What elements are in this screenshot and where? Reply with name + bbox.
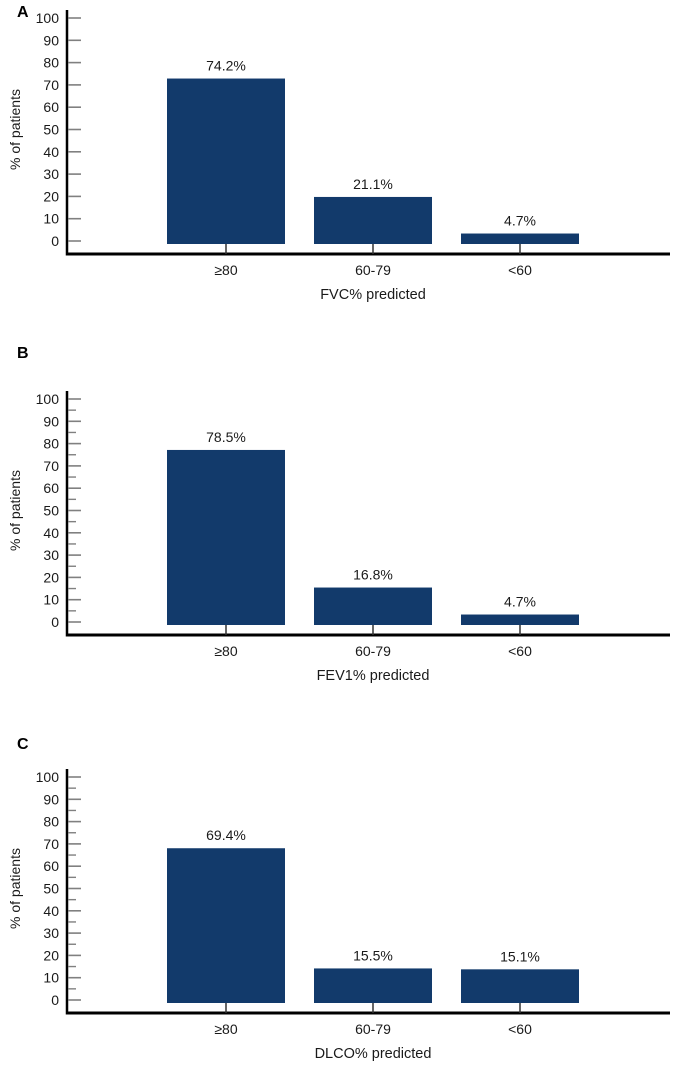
- y-tick-label: 30: [43, 547, 59, 563]
- y-axis-title: % of patients: [7, 89, 23, 170]
- bar-value-label: 15.5%: [353, 947, 393, 963]
- bar-value-label: 78.5%: [206, 429, 246, 445]
- bar-value-label: 69.4%: [206, 827, 246, 843]
- y-tick-label: 10: [43, 592, 59, 608]
- bar: [314, 196, 432, 244]
- y-tick-label: 90: [43, 791, 59, 807]
- y-tick-label: 20: [43, 947, 59, 963]
- chart-fev1: 0 10 20 30 40 50 60 70 80 90 100 78.5% ≥80 16.8% 60-79…: [7, 391, 670, 684]
- bar-value-label: 21.1%: [353, 176, 393, 192]
- category-label: <60: [508, 262, 532, 278]
- y-tick-label: 50: [43, 503, 59, 519]
- bar: [461, 233, 579, 244]
- y-tick-label: 10: [43, 211, 59, 227]
- y-tick-label: 100: [36, 391, 60, 407]
- x-axis-title: DLCO% predicted: [315, 1046, 432, 1062]
- y-tick-label: 20: [43, 569, 59, 585]
- category-label: 60-79: [355, 1021, 391, 1037]
- y-tick-label: 60: [43, 858, 59, 874]
- bar-value-label: 4.7%: [504, 213, 536, 229]
- y-tick-label: 30: [43, 166, 59, 182]
- bar: [167, 78, 285, 244]
- y-tick-label: 40: [43, 144, 59, 160]
- y-tick-label: 70: [43, 836, 59, 852]
- panel-b: B 0 10 20 30 40 50 60 70 80 90 100 78.5% ≥80 16.8% 60-…: [0, 330, 676, 712]
- bar-value-label: 4.7%: [504, 594, 536, 610]
- y-tick-label: 70: [43, 458, 59, 474]
- y-tick-label: 50: [43, 122, 59, 138]
- y-tick-label: 0: [51, 614, 59, 630]
- y-tick-label: 10: [43, 970, 59, 986]
- bar-value-label: 15.1%: [500, 948, 540, 964]
- x-axis-title: FVC% predicted: [320, 287, 426, 303]
- y-tick-label: 50: [43, 881, 59, 897]
- y-axis-title: % of patients: [7, 848, 23, 929]
- y-tick-label: 0: [51, 233, 59, 249]
- y-tick-label: 80: [43, 814, 59, 830]
- category-label: 60-79: [355, 262, 391, 278]
- y-tick-label: 90: [43, 413, 59, 429]
- bar: [461, 969, 579, 1003]
- category-label: ≥80: [214, 643, 237, 659]
- bar: [461, 614, 579, 625]
- y-tick-label: 90: [43, 32, 59, 48]
- y-tick-label: 40: [43, 525, 59, 541]
- y-axis-title: % of patients: [7, 470, 23, 551]
- panel-letter-a: A: [17, 4, 30, 21]
- y-tick-label: 0: [51, 992, 59, 1008]
- y-tick-label: 60: [43, 480, 59, 496]
- y-tick-label: 80: [43, 436, 59, 452]
- bar-value-label: 16.8%: [353, 567, 393, 583]
- panel-a: A 0 10 20 30 40 50 60 70 80 90 100 74.2% ≥80 21.1% 60-…: [0, 0, 676, 330]
- bar: [314, 968, 432, 1003]
- y-tick-label: 100: [36, 769, 60, 785]
- category-label: <60: [508, 643, 532, 659]
- category-label: <60: [508, 1021, 532, 1037]
- y-tick-label: 30: [43, 925, 59, 941]
- y-tick-label: 80: [43, 55, 59, 71]
- chart-dlco: 0 10 20 30 40 50 60 70 80 90 100 69.4% ≥80 15.5% 60-79…: [7, 769, 670, 1062]
- x-axis-title: FEV1% predicted: [317, 668, 430, 684]
- bar-value-label: 74.2%: [206, 58, 246, 74]
- bar: [167, 449, 285, 625]
- y-tick-label: 70: [43, 77, 59, 93]
- category-label: ≥80: [214, 1021, 237, 1037]
- panel-c: C 0 10 20 30 40 50 60 70 80 90 100 69.4% ≥80 15.5% 60-…: [0, 712, 676, 1070]
- y-tick-label: 40: [43, 903, 59, 919]
- panel-letter-c: C: [17, 736, 30, 753]
- chart-fvc: 0 10 20 30 40 50 60 70 80 90 100 74.2% ≥80 21.1% 60-79…: [7, 10, 670, 303]
- panel-letter-b: B: [17, 345, 30, 362]
- bar: [167, 848, 285, 1003]
- bar: [314, 587, 432, 625]
- y-tick-label: 60: [43, 99, 59, 115]
- y-tick-label: 20: [43, 188, 59, 204]
- category-label: ≥80: [214, 262, 237, 278]
- category-label: 60-79: [355, 643, 391, 659]
- y-tick-label: 100: [36, 10, 60, 26]
